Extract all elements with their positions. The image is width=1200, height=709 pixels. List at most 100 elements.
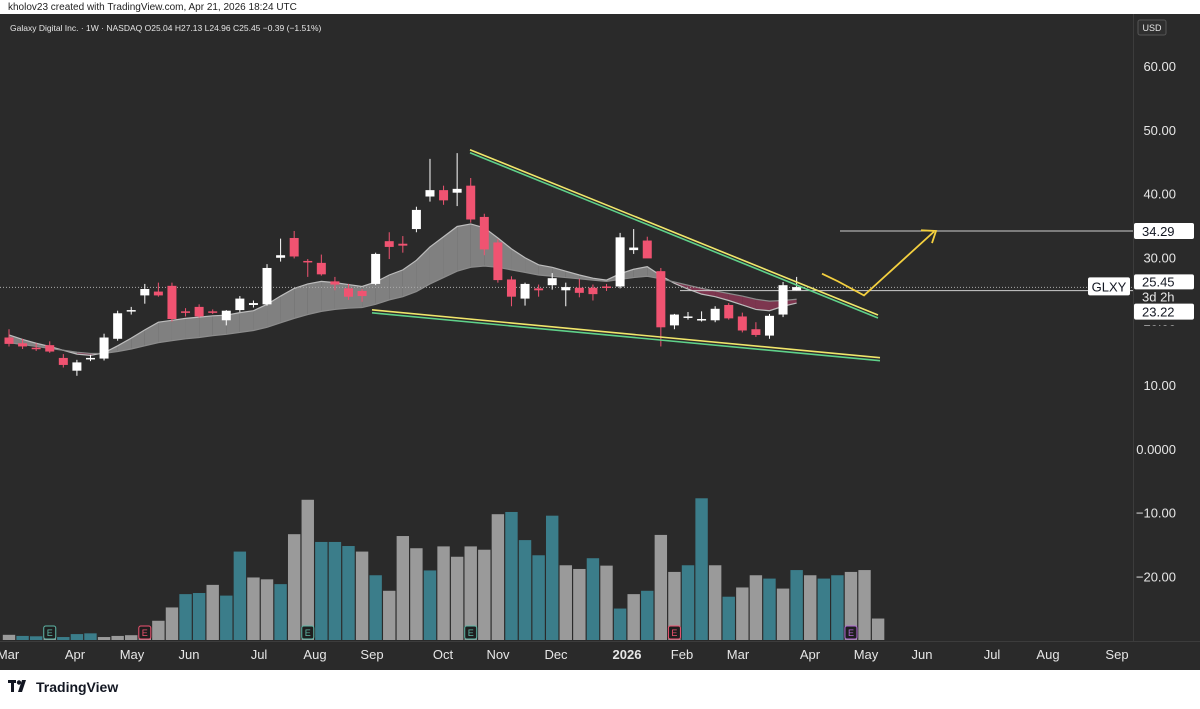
candle-body — [588, 287, 598, 295]
candle-body — [72, 362, 82, 371]
volume-bar — [301, 499, 314, 640]
ema-ribbon-segment — [728, 293, 743, 305]
volume-bar — [546, 515, 559, 640]
x-tick-label: Jun — [912, 647, 933, 662]
volume-bar — [749, 575, 763, 640]
price-chart[interactable]: 60.0050.0040.0030.0020.0010.000.0000−10.… — [0, 14, 1200, 670]
x-tick-label: Mar — [727, 647, 750, 662]
ema-ribbon-segment — [280, 288, 295, 323]
y-tick-label: −20.00 — [1136, 569, 1176, 584]
candle-body — [493, 242, 503, 281]
x-tick-label: May — [120, 647, 145, 662]
symbol-label: GLXY — [1092, 279, 1127, 294]
x-tick-label: Mar — [0, 647, 20, 662]
time-axis — [0, 641, 1200, 670]
lower-trendline-yellow — [371, 309, 881, 359]
volume-bar — [790, 570, 803, 640]
ema-ribbon-segment — [402, 260, 417, 297]
earnings-marker-label: E — [142, 628, 148, 638]
chart-panel[interactable]: 60.0050.0040.0030.0020.0010.000.0000−10.… — [0, 14, 1200, 670]
volume-bar — [858, 570, 871, 640]
earnings-marker — [43, 625, 57, 640]
volume-bar — [342, 546, 355, 640]
volume-bar — [573, 568, 586, 640]
candle-body — [316, 262, 326, 275]
volume-bar — [423, 570, 437, 640]
candle-body — [303, 260, 313, 263]
ema-ribbon-segment — [253, 304, 268, 331]
price-axis — [1133, 14, 1200, 641]
ema-ribbon-segment — [117, 338, 132, 352]
attribution-text: kholov23 created with TradingView.com, A… — [8, 2, 297, 13]
candle-body — [398, 243, 408, 246]
earnings-marker — [667, 625, 681, 640]
currency-label: USD — [1142, 23, 1162, 33]
volume-bar — [383, 590, 396, 640]
x-tick-label: Apr — [800, 647, 821, 662]
volume-bar — [179, 594, 192, 640]
earnings-marker-label: E — [47, 628, 53, 638]
ema-ribbon-segment — [185, 317, 200, 339]
level-price-label: 23.22 — [1142, 305, 1175, 320]
volume-bar — [328, 541, 342, 640]
candle-body — [547, 278, 557, 286]
candle-body — [656, 271, 666, 328]
ema-ribbon-segment — [416, 246, 430, 292]
volume-bar — [776, 588, 790, 640]
candle-body — [520, 283, 530, 299]
footer: TradingView — [0, 670, 1200, 709]
x-tick-label: Dec — [544, 647, 568, 662]
y-tick-label: 50.00 — [1143, 123, 1176, 138]
volume-bar — [355, 551, 369, 640]
volume-bar — [613, 608, 627, 640]
candle-body — [330, 281, 340, 285]
target-price-label: 34.29 — [1142, 224, 1175, 239]
volume-bar — [722, 596, 735, 640]
ema-ribbon-segment — [171, 318, 186, 341]
chart-background — [0, 14, 1200, 670]
target-price-label-box — [1134, 223, 1194, 240]
volume-bar — [763, 578, 776, 640]
earnings-marker — [138, 625, 152, 640]
ema-ribbon-segment — [565, 271, 580, 279]
candle-body — [452, 188, 462, 193]
volume-bar — [518, 540, 532, 640]
candle-body — [506, 279, 516, 297]
candle-body — [276, 255, 286, 258]
candle-body — [194, 306, 204, 317]
symbol-badge — [1088, 277, 1130, 296]
earnings-marker — [464, 625, 478, 640]
ema-slow-line — [8, 265, 797, 355]
volume-bar — [464, 546, 477, 640]
ema-ribbon-segment — [742, 296, 756, 310]
earnings-marker — [844, 625, 858, 640]
candle-body — [439, 190, 449, 201]
candle-body — [221, 310, 231, 321]
ema-ribbon-segment — [131, 329, 145, 349]
tradingview-logo[interactable]: TradingView — [8, 679, 118, 695]
volume-bar — [450, 556, 464, 640]
ema-ribbon-segment — [443, 226, 458, 278]
x-tick-label: Sep — [360, 647, 383, 662]
candle-body — [18, 343, 28, 347]
candle-body — [425, 190, 435, 197]
candle-body — [4, 337, 14, 344]
ema-ribbon-segment — [321, 281, 335, 312]
volume-bar — [260, 579, 274, 640]
ema-ribbon-segment — [688, 285, 702, 295]
volume-bar — [315, 541, 328, 640]
candle-body — [262, 267, 272, 305]
candle-body — [31, 347, 41, 350]
projection-arrow — [821, 230, 935, 297]
volume-bar — [817, 578, 830, 640]
candle-body — [357, 290, 367, 297]
volume-bar — [681, 565, 695, 640]
volume-bar — [165, 607, 179, 640]
volume-bar — [369, 575, 382, 640]
volume-bar — [586, 558, 600, 640]
volume-bar — [491, 514, 505, 640]
level-price-label-box — [1134, 303, 1194, 320]
candle-body — [58, 357, 68, 365]
volume-bar — [437, 546, 450, 640]
volume-bar — [206, 584, 219, 640]
